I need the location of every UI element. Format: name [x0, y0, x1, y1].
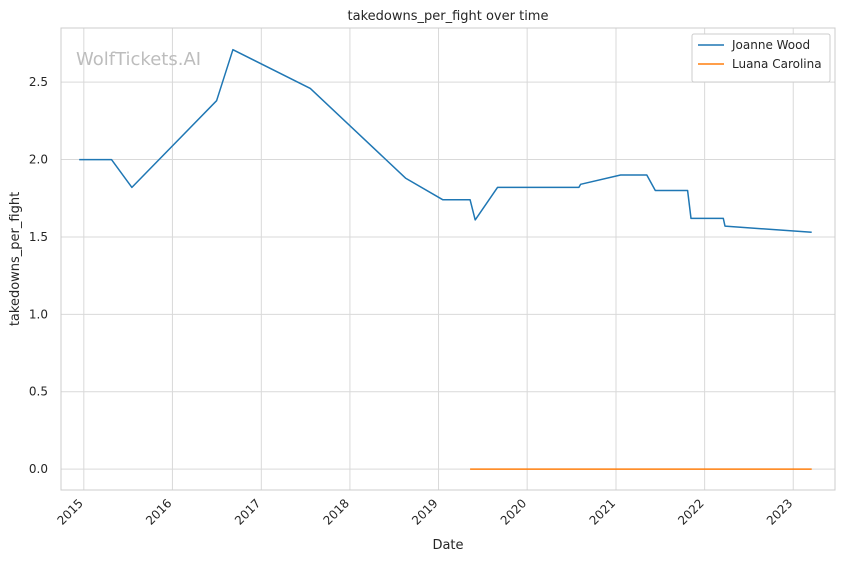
y-tick-labels: 0.0 0.5 1.0 1.5 2.0 2.5 [29, 75, 48, 476]
y-tick-label: 2.5 [29, 75, 48, 89]
chart-title: takedowns_per_fight over time [348, 9, 549, 24]
legend-label: Luana Carolina [732, 57, 822, 71]
y-tick-label: 0.0 [29, 462, 48, 476]
legend-box [691, 33, 831, 83]
series-line-1 [79, 48, 812, 234]
y-axis-label: takedowns_per_fight [8, 192, 23, 326]
watermark-text: WolfTickets.AI [76, 49, 201, 70]
legend: Joanne Wood Luana Carolina [691, 33, 831, 83]
y-tick-label: 1.0 [29, 307, 48, 321]
plot-frame [60, 27, 836, 491]
legend-label: Joanne Wood [731, 38, 810, 52]
x-axis-label: Date [432, 538, 463, 553]
y-tick-label: 1.5 [29, 230, 48, 244]
y-tick-label: 2.0 [29, 153, 48, 167]
y-tick-label: 0.5 [29, 385, 48, 399]
series-lines [79, 48, 812, 470]
